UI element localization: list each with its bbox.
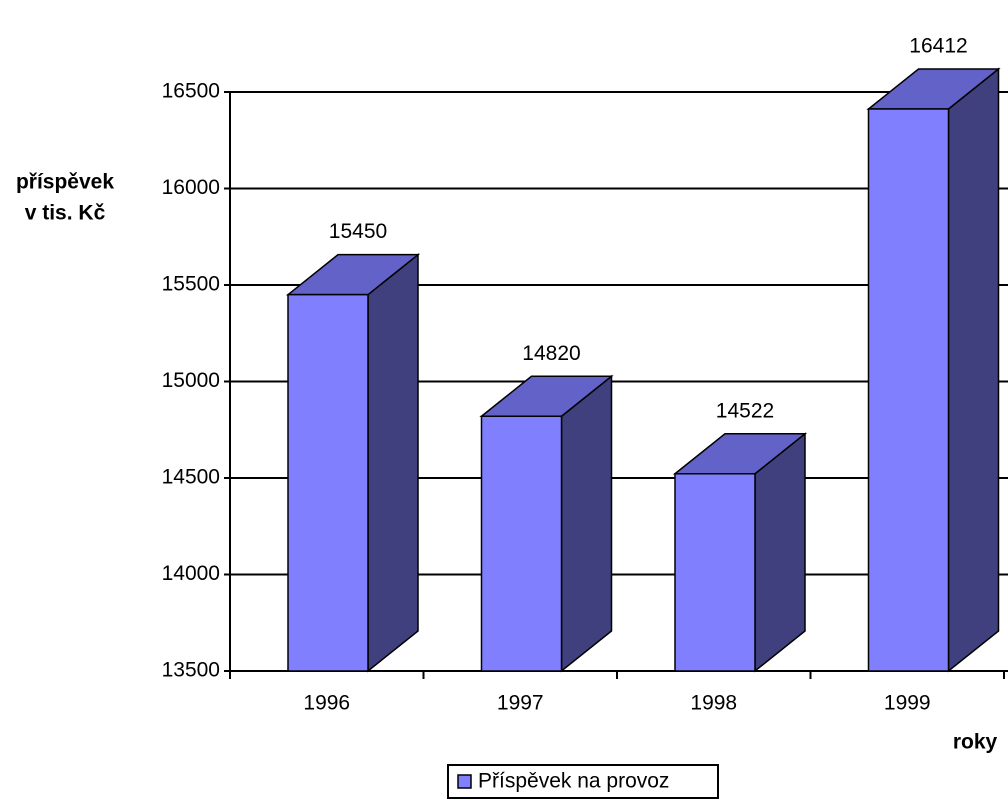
bar bbox=[480, 415, 563, 672]
y-tick-label: 13500 bbox=[162, 659, 220, 682]
legend-label: Příspěvek na provoz bbox=[478, 770, 669, 793]
legend-swatch bbox=[457, 774, 472, 789]
y-tick-label: 14000 bbox=[162, 562, 220, 585]
bar-side bbox=[947, 67, 1000, 673]
data-label: 16412 bbox=[909, 35, 967, 58]
x-tick-label: 1996 bbox=[303, 692, 350, 715]
y-axis-label: příspěvek bbox=[16, 171, 114, 194]
bar bbox=[867, 108, 950, 672]
x-tick-label: 1997 bbox=[497, 692, 544, 715]
bar-side bbox=[367, 253, 419, 673]
y-tick-label: 14500 bbox=[162, 466, 220, 489]
y-tick-label: 15000 bbox=[162, 369, 220, 392]
x-axis-label: roky bbox=[953, 731, 998, 754]
y-tick-label: 16500 bbox=[162, 80, 220, 103]
legend-box bbox=[447, 764, 719, 799]
y-axis-label: v tis. Kč bbox=[25, 202, 106, 225]
data-label: 14522 bbox=[716, 399, 774, 422]
bar-side bbox=[754, 432, 806, 673]
data-label: 15450 bbox=[329, 220, 387, 243]
x-tick-label: 1999 bbox=[884, 692, 931, 715]
bar bbox=[287, 293, 369, 672]
data-label: 14820 bbox=[522, 342, 580, 365]
bar-side bbox=[560, 374, 613, 673]
y-tick-label: 16000 bbox=[162, 176, 220, 199]
x-tick-label: 1998 bbox=[690, 692, 737, 715]
y-tick-label: 15500 bbox=[162, 273, 220, 296]
bar bbox=[674, 473, 756, 672]
